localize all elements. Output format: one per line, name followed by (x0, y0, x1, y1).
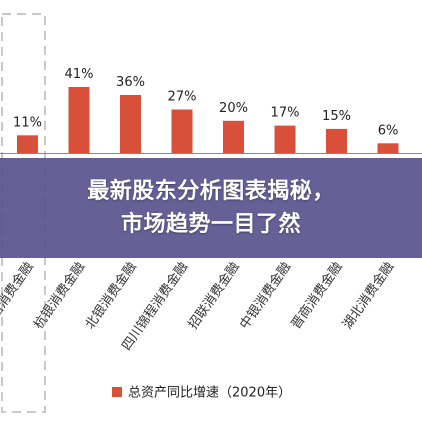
bar-6 (274, 125, 296, 153)
legend: 总资产同比增速（2020年） (112, 386, 291, 401)
value-label-5: 20% (219, 101, 248, 116)
bar-8 (377, 143, 399, 153)
value-label-6: 17% (271, 106, 300, 121)
title-banner: 最新股东分析图表揭秘， 市场趋势一目了然 (0, 158, 422, 258)
banner-title-line-2: 市场趋势一目了然 (120, 212, 301, 237)
bars-group (17, 87, 399, 153)
bar-7 (326, 128, 347, 153)
value-label-7: 15% (322, 109, 351, 124)
bar-2 (68, 87, 90, 153)
bar-1 (17, 135, 38, 153)
value-label-1: 11% (13, 115, 42, 130)
bar-3 (120, 95, 141, 153)
bar-4 (171, 109, 193, 153)
banner-title-line-1: 最新股东分析图表揭秘， (87, 179, 335, 204)
value-label-8: 6% (378, 123, 399, 138)
legend-swatch (112, 387, 122, 397)
value-labels-group: 11% 41% 36% 27% 20% 17% 15% 6% (13, 67, 398, 138)
value-label-4: 27% (168, 90, 197, 105)
value-label-2: 41% (65, 67, 94, 82)
bar-5 (223, 120, 244, 153)
value-label-3: 36% (116, 75, 145, 90)
legend-label: 总资产同比增速（2020年） (128, 386, 291, 401)
